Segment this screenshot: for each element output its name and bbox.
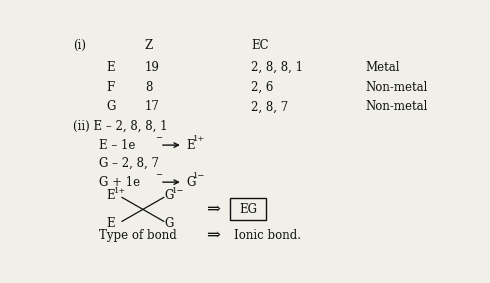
Text: Ionic bond.: Ionic bond.: [234, 229, 301, 242]
Text: 2, 8, 7: 2, 8, 7: [251, 100, 289, 113]
Text: 1+: 1+: [114, 187, 126, 195]
Text: G + 1e: G + 1e: [99, 176, 140, 189]
Text: F: F: [107, 81, 115, 94]
Text: Non-metal: Non-metal: [365, 100, 427, 113]
Text: 1−: 1−: [194, 172, 206, 180]
Text: Metal: Metal: [365, 61, 399, 74]
Text: Z: Z: [145, 39, 153, 52]
Text: E – 1e: E – 1e: [99, 139, 136, 152]
Text: 2, 6: 2, 6: [251, 81, 273, 94]
Text: E: E: [107, 189, 116, 202]
Text: G – 2, 8, 7: G – 2, 8, 7: [99, 157, 159, 170]
Text: Type of bond: Type of bond: [99, 229, 177, 242]
FancyBboxPatch shape: [230, 198, 267, 220]
Text: E: E: [107, 217, 116, 230]
Text: 1+: 1+: [194, 135, 206, 143]
Text: E: E: [187, 139, 195, 152]
Text: ⇒: ⇒: [206, 227, 220, 244]
Text: G: G: [165, 217, 174, 230]
Text: G: G: [107, 100, 116, 113]
Text: 19: 19: [145, 61, 160, 74]
Text: G: G: [165, 189, 174, 202]
Text: G: G: [187, 176, 196, 189]
Text: 1−: 1−: [172, 187, 185, 195]
Text: −: −: [155, 171, 162, 180]
Text: 8: 8: [145, 81, 152, 94]
Text: E: E: [107, 61, 116, 74]
Text: (i): (i): [73, 39, 86, 52]
Text: EG: EG: [239, 203, 257, 216]
Text: (ii) E – 2, 8, 8, 1: (ii) E – 2, 8, 8, 1: [73, 120, 167, 133]
Text: ⇒: ⇒: [206, 201, 220, 218]
Text: EC: EC: [251, 39, 269, 52]
Text: 2, 8, 8, 1: 2, 8, 8, 1: [251, 61, 303, 74]
Text: −: −: [155, 134, 162, 143]
Text: 17: 17: [145, 100, 160, 113]
Text: Non-metal: Non-metal: [365, 81, 427, 94]
